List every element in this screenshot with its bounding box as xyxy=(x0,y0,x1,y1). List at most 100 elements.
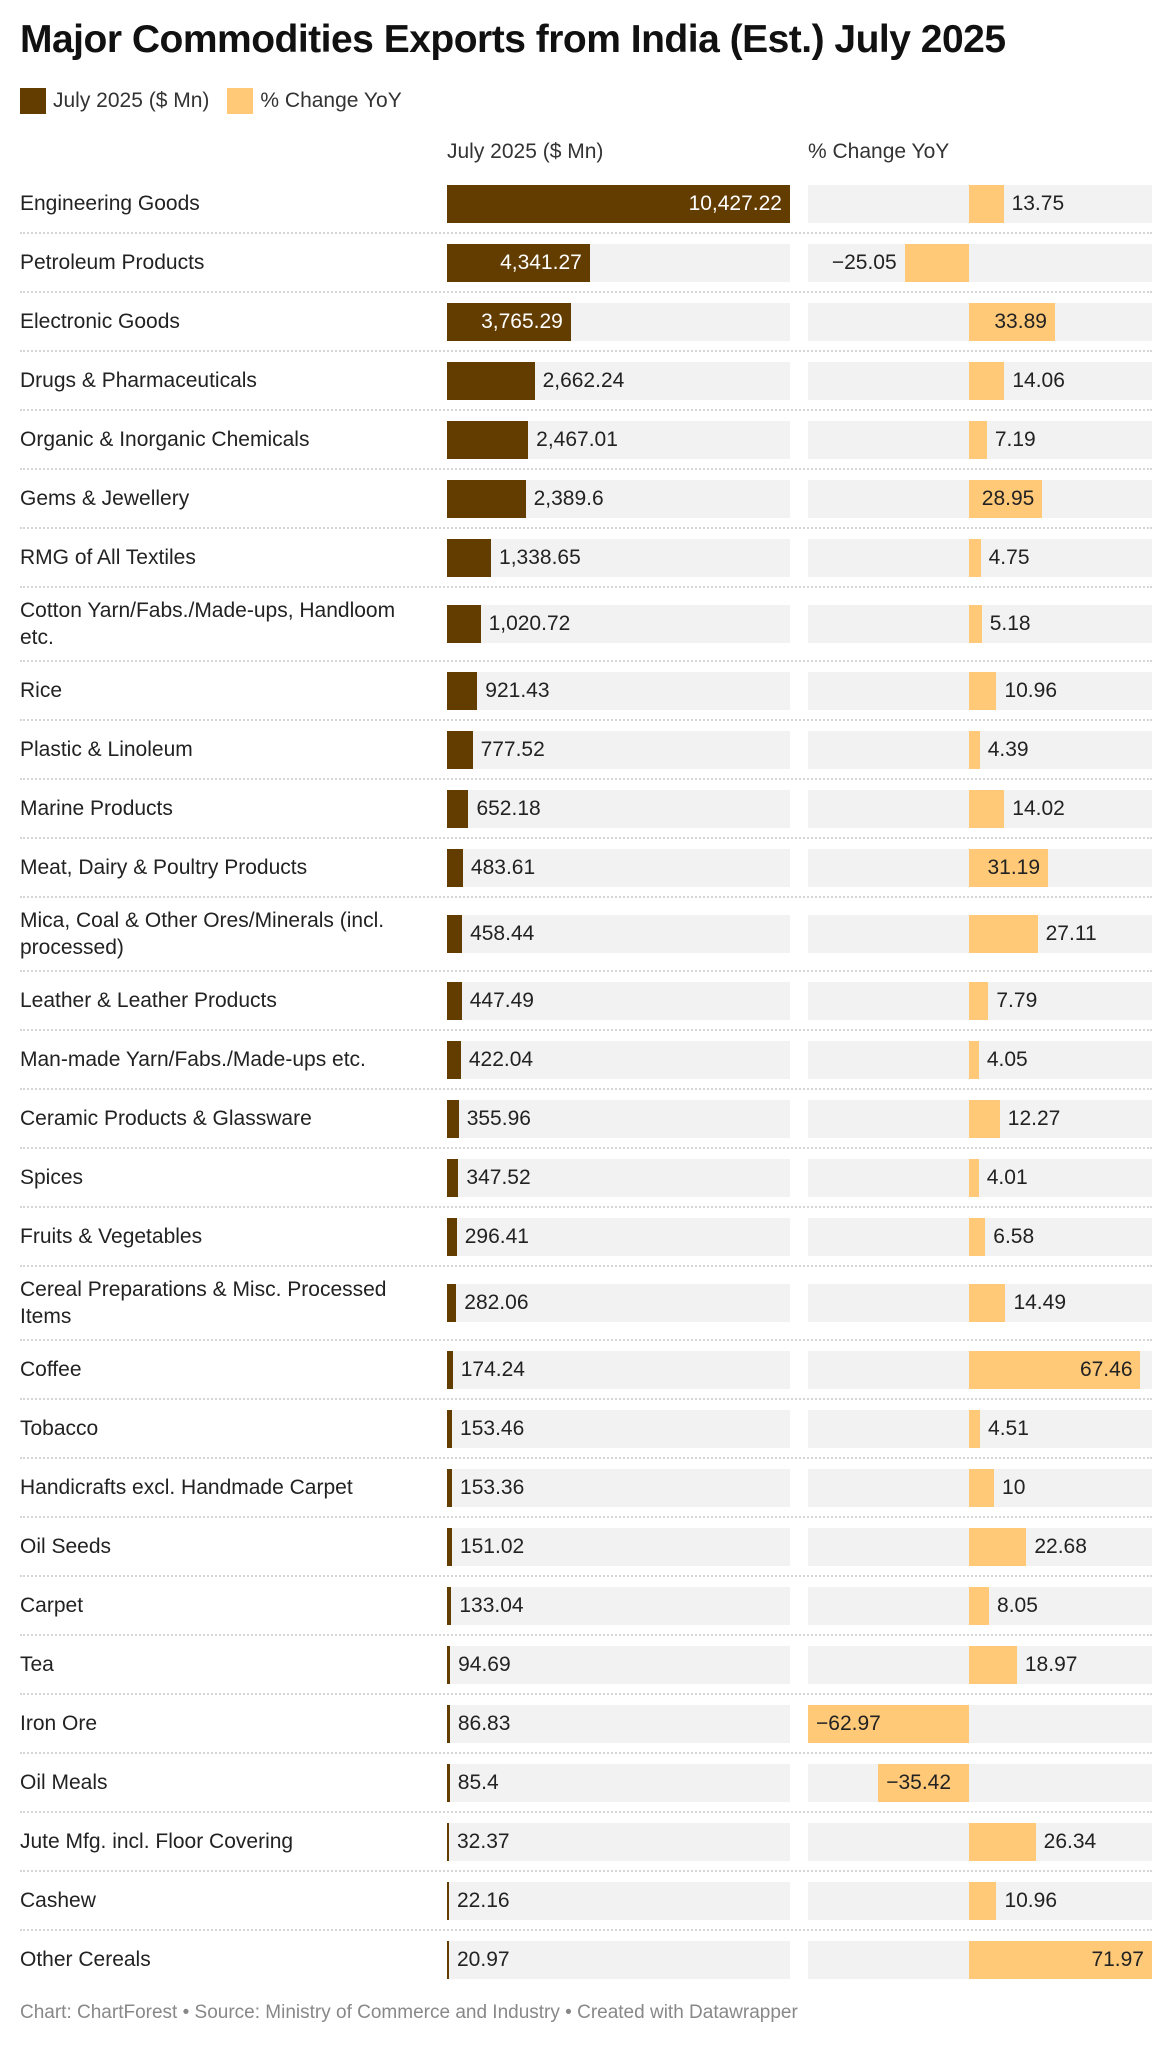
change-track: 4.75 xyxy=(808,538,1152,577)
change-label: 10 xyxy=(1002,1475,1026,1499)
value-bar xyxy=(447,479,526,518)
value-track: 1,020.72 xyxy=(447,605,790,643)
row-label: Meat, Dairy & Poultry Products xyxy=(20,856,308,879)
row-label: Oil Meals xyxy=(20,1771,108,1794)
row-label: Ceramic Products & Glassware xyxy=(20,1107,312,1130)
change-track: 4.01 xyxy=(808,1158,1152,1197)
row-label: Tea xyxy=(20,1653,54,1676)
legend: July 2025 ($ Mn) % Change YoY xyxy=(20,88,420,114)
table-row: Marine Products 652.18 14.02 xyxy=(20,780,1152,839)
row-label: Plastic & Linoleum xyxy=(20,738,193,761)
value-track: 22.16 xyxy=(447,1881,790,1920)
table-row: Tea 94.69 18.97 xyxy=(20,1636,1152,1695)
change-track: 26.34 xyxy=(808,1822,1152,1861)
change-bar xyxy=(968,1586,990,1625)
value-label: 458.44 xyxy=(470,922,535,945)
change-bar xyxy=(968,1217,986,1256)
change-bar xyxy=(968,1881,997,1920)
change-label: 27.11 xyxy=(1045,922,1097,945)
legend-item-value: July 2025 ($ Mn) xyxy=(20,88,209,114)
change-bar xyxy=(968,1468,994,1507)
value-track: 2,389.6 xyxy=(447,479,790,518)
value-label: 22.16 xyxy=(457,1888,510,1912)
table-row: Oil Meals 85.4 −35.42 xyxy=(20,1754,1152,1813)
change-label: 6.58 xyxy=(993,1224,1035,1248)
change-bar xyxy=(968,1409,980,1448)
value-track: 282.06 xyxy=(447,1284,790,1322)
legend-label-change: % Change YoY xyxy=(260,89,402,112)
value-label: 3,765.29 xyxy=(481,309,563,333)
change-track: 12.27 xyxy=(808,1099,1152,1138)
value-bar xyxy=(447,1217,457,1256)
value-label: 777.52 xyxy=(480,737,545,761)
table-row: Mica, Coal & Other Ores/Minerals (incl. … xyxy=(20,898,1152,972)
change-bar xyxy=(968,789,1005,828)
value-bar xyxy=(447,184,790,223)
table-row: Drugs & Pharmaceuticals 2,662.24 14.06 xyxy=(20,352,1152,411)
table-row: Handicrafts excl. Handmade Carpet 153.36 1… xyxy=(20,1459,1152,1518)
value-label: 10,427.22 xyxy=(688,191,782,215)
change-track: 10 xyxy=(808,1468,1152,1507)
change-track: −62.97 xyxy=(808,1704,1152,1743)
change-bar xyxy=(968,981,989,1020)
value-label: 355.96 xyxy=(466,1106,531,1130)
value-track: 777.52 xyxy=(447,730,790,769)
value-bar xyxy=(447,848,463,887)
change-bar xyxy=(968,1099,1000,1138)
change-label: 8.05 xyxy=(997,1593,1038,1617)
value-track: 32.37 xyxy=(447,1822,790,1861)
change-bar xyxy=(968,605,982,643)
row-label: Cashew xyxy=(20,1889,96,1912)
value-bar xyxy=(447,789,469,828)
change-bar xyxy=(968,361,1005,400)
table-row: Cotton Yarn/Fabs./Made-ups, Handloom etc… xyxy=(20,588,1152,662)
change-track: 33.89 xyxy=(808,302,1152,341)
value-label: 174.24 xyxy=(460,1357,525,1381)
change-track: 4.39 xyxy=(808,730,1152,769)
value-bar xyxy=(447,538,492,577)
row-label: Fruits & Vegetables xyxy=(20,1225,203,1248)
value-label: 153.46 xyxy=(460,1416,525,1440)
legend-label-value: July 2025 ($ Mn) xyxy=(53,89,210,112)
change-bar xyxy=(968,479,1043,518)
value-bar xyxy=(447,361,535,400)
value-track: 652.18 xyxy=(447,789,790,828)
value-label: 94.69 xyxy=(458,1652,511,1676)
value-label: 282.06 xyxy=(464,1291,529,1314)
legend-item-change: % Change YoY xyxy=(227,88,402,114)
change-label: 13.75 xyxy=(1011,191,1065,215)
value-label: 2,467.01 xyxy=(536,427,618,451)
row-label: Marine Products xyxy=(20,797,173,820)
value-bar xyxy=(447,605,481,643)
table-row: Meat, Dairy & Poultry Products 483.61 31.1… xyxy=(20,839,1152,898)
change-label: 4.39 xyxy=(987,737,1029,761)
column-header-change: % Change YoY xyxy=(808,140,950,163)
value-bar xyxy=(447,1822,449,1861)
table-row: Carpet 133.04 8.05 xyxy=(20,1577,1152,1636)
change-label: 14.49 xyxy=(1013,1291,1067,1314)
value-track: 20.97 xyxy=(447,1940,790,1979)
value-bar xyxy=(447,671,478,710)
row-label: Organic & Inorganic Chemicals xyxy=(20,428,310,451)
value-label: 296.41 xyxy=(464,1224,529,1248)
change-track: 14.06 xyxy=(808,361,1152,400)
table-row: Man-made Yarn/Fabs./Made-ups etc. 422.04 4… xyxy=(20,1031,1152,1090)
value-track: 133.04 xyxy=(447,1586,790,1625)
change-bar xyxy=(968,671,997,710)
change-label: 18.97 xyxy=(1024,1652,1078,1676)
value-track: 151.02 xyxy=(447,1527,790,1566)
change-track: 5.18 xyxy=(808,605,1152,643)
value-track: 422.04 xyxy=(447,1040,790,1079)
chart-rows: Engineering Goods 10,427.22 13.75 Petroleum… xyxy=(20,175,1152,1988)
row-label: Tobacco xyxy=(20,1417,99,1440)
table-row: Electronic Goods 3,765.29 33.89 xyxy=(20,293,1152,352)
change-bar xyxy=(968,1284,1006,1322)
change-bar xyxy=(968,915,1038,953)
change-track: 4.51 xyxy=(808,1409,1152,1448)
value-label: 32.37 xyxy=(457,1829,510,1853)
change-label: 4.05 xyxy=(986,1047,1028,1071)
table-row: Plastic & Linoleum 777.52 4.39 xyxy=(20,721,1152,780)
table-row: Cereal Preparations & Misc. Processed It… xyxy=(20,1267,1152,1341)
change-track: 6.58 xyxy=(808,1217,1152,1256)
legend-swatch-change xyxy=(227,88,254,114)
